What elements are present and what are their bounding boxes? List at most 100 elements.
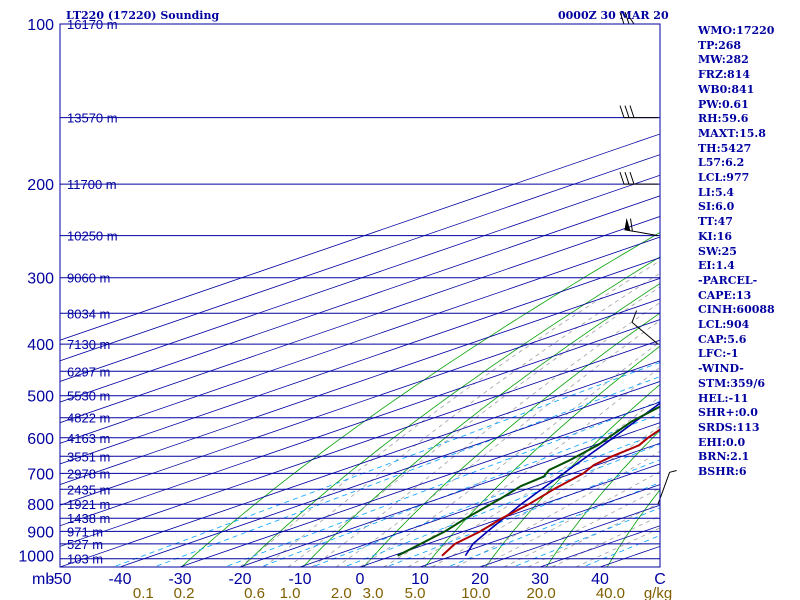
moist-adiabat-line — [239, 260, 660, 567]
moist-adiabat-line — [287, 286, 660, 567]
isotherm-line — [60, 174, 660, 382]
moist-adiabat-line — [335, 320, 660, 567]
wind-barb — [631, 310, 659, 345]
index-item: WB0:841 — [698, 82, 755, 96]
pressure-tick-label: 1000 — [18, 549, 54, 566]
height-tick-label: 4822 m — [67, 411, 110, 426]
index-item: EHI:0.0 — [698, 435, 746, 449]
temperature-tick-label: 10 — [411, 571, 429, 588]
index-item: -PARCEL- — [698, 273, 758, 287]
temperature-tick-label: -20 — [228, 571, 251, 588]
temperature-profile-line — [441, 428, 660, 557]
index-item: TH:5427 — [698, 141, 752, 155]
index-item: CAP:5.6 — [698, 332, 747, 346]
temperature-tick-label: -50 — [48, 571, 71, 588]
index-item: CAPE:13 — [698, 288, 752, 302]
parcel-trace-line — [464, 402, 660, 557]
mixing-ratio-line — [223, 400, 660, 567]
isotherm-line — [60, 257, 660, 465]
mixing-ratio-tick-label: 0.2 — [174, 585, 195, 600]
isotherm-line — [60, 236, 660, 444]
height-tick-label: 7130 m — [67, 337, 110, 352]
isotherm-line — [299, 442, 660, 567]
isotherm-line — [60, 360, 660, 567]
index-item: PW:0.61 — [698, 97, 749, 111]
temperature-tick-label: 40 — [591, 571, 609, 588]
mixing-ratio-unit-label: g/kg — [644, 585, 672, 600]
height-tick-label: 1921 m — [67, 497, 110, 512]
wind-barb — [619, 105, 658, 119]
temperature-tick-label: -40 — [108, 571, 131, 588]
index-item: STM:359/6 — [698, 376, 765, 390]
isotherm-line — [60, 298, 660, 506]
mixing-ratio-tick-label: 5.0 — [405, 585, 426, 600]
wind-barb — [624, 217, 659, 237]
height-tick-label: 1438 m — [67, 511, 110, 526]
height-tick-label: 10250 m — [67, 229, 118, 244]
index-item: LFC:-1 — [698, 347, 739, 361]
index-item: SRDS:113 — [698, 420, 760, 434]
pressure-tick-label: 600 — [27, 431, 54, 448]
pressure-tick-label: 800 — [27, 497, 54, 514]
isotherm-line — [60, 339, 660, 547]
isotherm-line — [60, 216, 660, 424]
height-tick-label: 2435 m — [67, 482, 110, 497]
height-tick-label: 5530 m — [67, 389, 110, 404]
isotherm-line — [60, 319, 660, 527]
pressure-tick-label: 700 — [27, 466, 54, 483]
dry-adiabat-line — [789, 24, 800, 569]
index-item: TT:47 — [698, 215, 733, 229]
index-item: FRZ:814 — [698, 68, 751, 82]
height-tick-label: 103 m — [67, 552, 103, 567]
index-item: MAXT:15.8 — [698, 126, 766, 140]
mixing-ratio-tick-label: 10.0 — [461, 585, 490, 600]
pressure-tick-label: 100 — [27, 17, 54, 34]
mixing-ratio-tick-label: 3.0 — [363, 585, 384, 600]
index-item: TP:268 — [698, 38, 742, 52]
height-tick-label: 8034 m — [67, 306, 110, 321]
stability-indices-panel: WMO:17220 TP:268 MW:282 FRZ:814 WB0:841 PW:0.… — [698, 24, 775, 480]
isotherm-line — [239, 422, 660, 567]
isotherm-line — [60, 154, 660, 362]
moist-adiabat-line — [431, 425, 660, 567]
mixing-ratio-tick-label: 0.1 — [133, 585, 154, 600]
temperature-tick-label: 30 — [531, 571, 549, 588]
pressure-tick-label: 300 — [27, 271, 54, 288]
index-item: SHR+:0.0 — [698, 406, 758, 420]
index-item: RH:59.6 — [698, 112, 749, 126]
moist-adiabat-line — [407, 396, 660, 567]
pressure-unit-label: mb — [32, 571, 54, 588]
index-item: BSHR:6 — [698, 465, 747, 479]
isotherms — [60, 133, 660, 567]
mixing-ratio-tick-label: 40.0 — [596, 585, 625, 600]
isotherm-line — [60, 277, 660, 485]
index-item: BRN:2.1 — [698, 450, 750, 464]
height-tick-label: 3551 m — [67, 449, 110, 464]
index-item: -WIND- — [698, 362, 744, 376]
temperature-tick-label: 0 — [356, 571, 365, 588]
isotherm-line — [119, 381, 660, 567]
moist-adiabat-line — [479, 470, 660, 567]
index-item: CINH:60088 — [698, 303, 775, 317]
index-item: LCL:904 — [698, 318, 750, 332]
height-tick-label: 2978 m — [67, 466, 110, 481]
profiles — [397, 402, 660, 557]
mixing-ratio-tick-label: 0.6 — [244, 585, 265, 600]
mixing-ratio-line — [112, 361, 660, 567]
height-tick-label: 13570 m — [67, 111, 118, 126]
isotherm-line — [60, 195, 660, 403]
index-item: MW:282 — [698, 53, 749, 67]
mixing-ratio-tick-label: 20.0 — [527, 585, 556, 600]
index-item: SW:25 — [698, 244, 737, 258]
sounding-time: 0000Z 30 MAR 20 — [558, 9, 669, 22]
plot-frame — [59, 23, 661, 568]
moist-adiabat-line — [503, 487, 660, 567]
index-item: SI:6.0 — [698, 200, 735, 214]
isobars — [60, 24, 660, 560]
temperature-tick-label: -10 — [288, 571, 311, 588]
height-tick-label: 6297 m — [67, 364, 110, 379]
mixing-ratio-tick-label: 2.0 — [331, 585, 352, 600]
index-item: LI:5.4 — [698, 185, 735, 199]
index-item: KI:16 — [698, 229, 733, 243]
